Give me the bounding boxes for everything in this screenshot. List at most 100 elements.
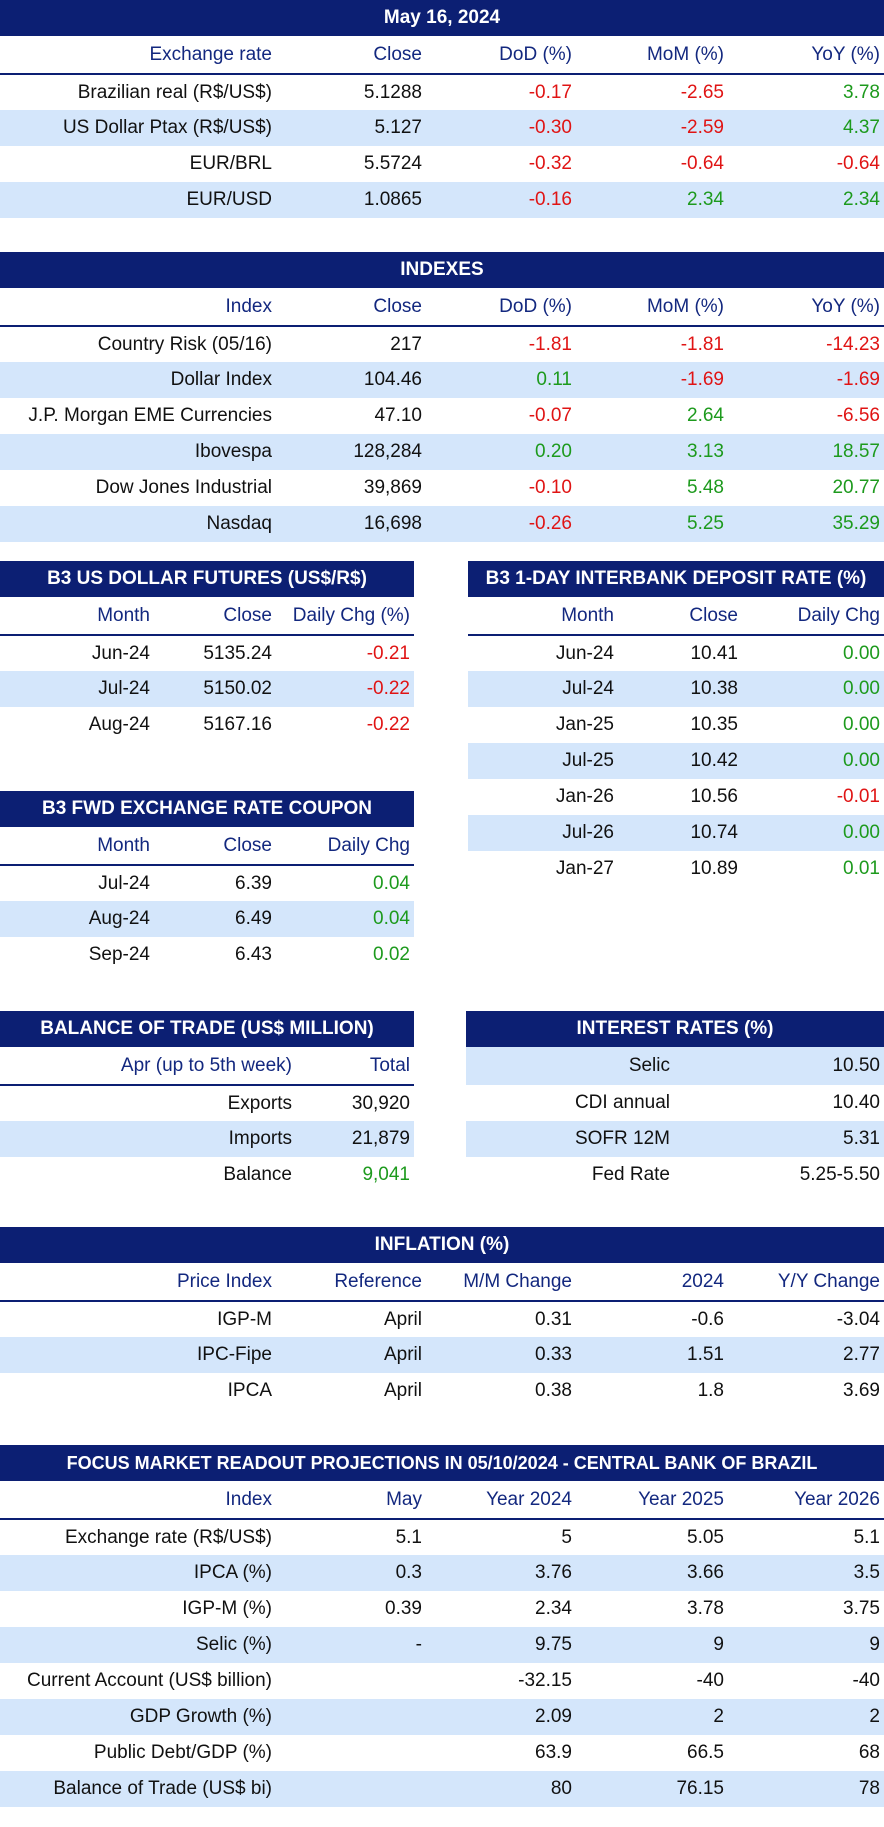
close-value: 10.42 xyxy=(618,743,742,779)
col-header: 2024 xyxy=(576,1263,728,1302)
y2024-value: 80 xyxy=(426,1771,576,1807)
col-header: DoD (%) xyxy=(426,36,576,75)
row-label: IPCA (%) xyxy=(0,1555,276,1591)
table-row: Jan-27 10.89 0.01 xyxy=(468,851,884,887)
row-label: Balance of Trade (US$ bi) xyxy=(0,1771,276,1807)
mom-value: 5.25 xyxy=(576,506,728,542)
row-label: SOFR 12M xyxy=(466,1121,674,1157)
dod-value: -0.30 xyxy=(426,110,576,146)
row-label: IGP-M xyxy=(217,1308,272,1330)
y2024-value: -32.15 xyxy=(518,1670,572,1691)
chg-value: 0.02 xyxy=(373,944,410,965)
focus-title: FOCUS MARKET READOUT PROJECTIONS IN 05/1… xyxy=(0,1445,884,1481)
col-header: Year 2025 xyxy=(576,1481,728,1520)
yoy-value: 4.37 xyxy=(728,110,884,146)
close-value: 5167.16 xyxy=(203,714,272,735)
close-value: 217 xyxy=(390,333,422,355)
mom-value: 3.13 xyxy=(576,434,728,470)
table-row: Current Account (US$ billion) -32.15 -40… xyxy=(0,1663,884,1699)
table-row: Public Debt/GDP (%) 63.9 66.5 68 xyxy=(0,1735,884,1771)
month-label: Sep-24 xyxy=(88,944,150,965)
table-row: GDP Growth (%) 2.09 2 2 xyxy=(0,1699,884,1735)
mom-value: -1.69 xyxy=(576,362,728,398)
close-value: 6.43 xyxy=(235,944,272,965)
table-row: Aug-24 6.49 0.04 xyxy=(0,901,414,937)
trade-balance-table: Apr (up to 5th week) Total Exports 30,92… xyxy=(0,1047,414,1193)
month-label: Jul-24 xyxy=(0,671,154,707)
y2026-value: 5.1 xyxy=(853,1526,880,1548)
yoy-value: -0.64 xyxy=(836,153,880,174)
rate-value: 5.31 xyxy=(674,1121,884,1157)
yoy-value: -6.56 xyxy=(836,405,880,426)
chg-value: -0.21 xyxy=(366,642,410,664)
close-value: 104.46 xyxy=(276,362,426,398)
col-header: Close xyxy=(276,36,426,75)
yoy-value: -1.69 xyxy=(728,362,884,398)
chg-value: 0.00 xyxy=(843,642,880,664)
row-label: Selic xyxy=(466,1047,674,1085)
mom-value: -2.59 xyxy=(576,110,728,146)
ytd-value: 1.8 xyxy=(697,1380,724,1401)
mom-value: 2.34 xyxy=(576,182,728,218)
ytd-value: -0.6 xyxy=(691,1308,724,1330)
yoy-value: 18.57 xyxy=(728,434,884,470)
y2024-value: 5 xyxy=(561,1526,572,1548)
mom-value: 5.48 xyxy=(687,477,724,498)
col-header: Month xyxy=(0,597,154,636)
table-row: Exchange rate (R$/US$) 5.1 5 5.05 5.1 xyxy=(0,1519,884,1555)
y2025-value: 76.15 xyxy=(576,1771,728,1807)
mom-value: 2.64 xyxy=(687,405,724,426)
inflation-title: INFLATION (%) xyxy=(0,1227,884,1263)
close-value: 1.0865 xyxy=(276,182,426,218)
col-header: Close xyxy=(618,597,742,636)
total-value: 30,920 xyxy=(351,1092,410,1114)
row-label: Brazilian real (R$/US$) xyxy=(77,81,272,103)
table-row: Dollar Index 104.46 0.11 -1.69 -1.69 xyxy=(0,362,884,398)
may-value xyxy=(276,1735,426,1771)
fwd-coupon-title: B3 FWD EXCHANGE RATE COUPON xyxy=(0,791,414,827)
table-row: Balance 9,041 xyxy=(0,1157,414,1193)
month-label: Jul-24 xyxy=(468,671,618,707)
col-header: Price Index xyxy=(0,1263,276,1302)
trade-balance-title: BALANCE OF TRADE (US$ MILLION) xyxy=(0,1011,414,1047)
row-label: Exchange rate (R$/US$) xyxy=(65,1526,272,1548)
inflation-table: Price Index Reference M/M Change 2024 Y/… xyxy=(0,1263,884,1409)
month-label: Jan-25 xyxy=(555,714,614,735)
month-label: Jul-26 xyxy=(468,815,618,851)
col-header: Total xyxy=(296,1047,414,1086)
row-label: US Dollar Ptax (R$/US$) xyxy=(0,110,276,146)
close-value: 47.10 xyxy=(374,405,422,426)
interbank-title: B3 1-DAY INTERBANK DEPOSIT RATE (%) xyxy=(468,561,884,597)
chg-value: -0.22 xyxy=(276,671,414,707)
dod-value: -0.26 xyxy=(426,506,576,542)
close-value: 6.49 xyxy=(154,901,276,937)
interest-rates-title: INTEREST RATES (%) xyxy=(466,1011,884,1047)
table-row: IPC-Fipe April 0.33 1.51 2.77 xyxy=(0,1337,884,1373)
table-row: Fed Rate 5.25-5.50 xyxy=(466,1157,884,1193)
chg-value: 0.00 xyxy=(843,714,880,735)
col-header: MoM (%) xyxy=(576,288,728,327)
exchange-rate-title: May 16, 2024 xyxy=(0,0,884,36)
chg-value: 0.00 xyxy=(742,815,884,851)
focus-section: FOCUS MARKET READOUT PROJECTIONS IN 05/1… xyxy=(0,1445,884,1807)
yy-value: 2.77 xyxy=(728,1337,884,1373)
table-row: Exports 30,920 xyxy=(0,1085,414,1121)
mm-value: 0.31 xyxy=(535,1308,572,1330)
y2024-value: 2.34 xyxy=(535,1598,572,1619)
y2024-value: 9.75 xyxy=(426,1627,576,1663)
close-value: 10.41 xyxy=(690,642,738,664)
table-row: Country Risk (05/16) 217 -1.81 -1.81 -14… xyxy=(0,326,884,362)
y2026-value: 3.5 xyxy=(728,1555,884,1591)
month-label: Jun-24 xyxy=(555,642,614,664)
table-row: Jun-24 5135.24 -0.21 xyxy=(0,635,414,671)
may-value: 5.1 xyxy=(395,1526,422,1548)
dod-value: -0.32 xyxy=(528,153,572,174)
row-label: IPCA xyxy=(227,1380,272,1401)
row-label: Dow Jones Industrial xyxy=(95,477,272,498)
y2024-value: 63.9 xyxy=(535,1742,572,1763)
table-row: Dow Jones Industrial 39,869 -0.10 5.48 2… xyxy=(0,470,884,506)
reference-value: April xyxy=(276,1337,426,1373)
y2025-value: 2 xyxy=(576,1699,728,1735)
month-label: Jul-24 xyxy=(98,872,150,894)
may-value xyxy=(276,1771,426,1807)
